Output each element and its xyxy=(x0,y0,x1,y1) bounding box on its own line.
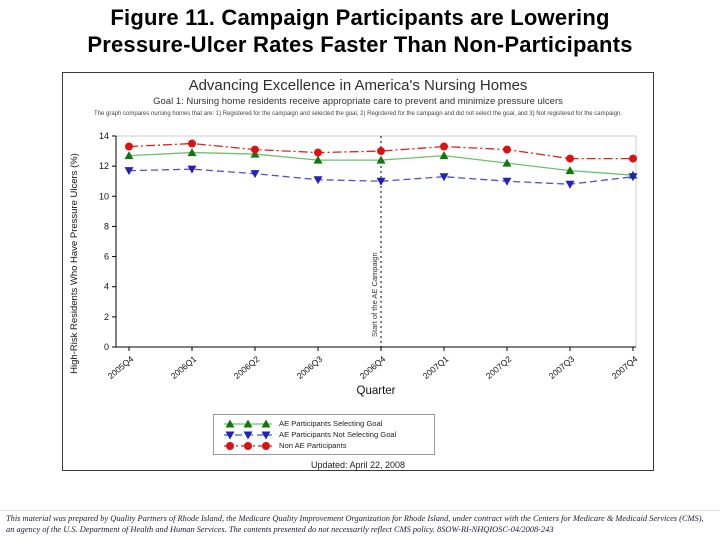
circle-marker-icon xyxy=(251,145,259,154)
circle-marker-icon xyxy=(188,139,196,148)
series-ae-participants-not-selecting-goal xyxy=(124,165,638,189)
svg-text:0: 0 xyxy=(104,342,109,352)
triangle-up-marker-icon xyxy=(439,151,449,160)
svg-text:2007Q1: 2007Q1 xyxy=(421,354,451,381)
circle-marker-icon xyxy=(125,142,133,151)
triangle-down-marker-icon xyxy=(187,165,197,174)
circle-marker-icon xyxy=(566,154,574,163)
triangle-down-marker-icon xyxy=(628,173,638,182)
svg-text:12: 12 xyxy=(99,161,109,171)
chart-note: The graph compares nursing homes that ar… xyxy=(94,111,622,117)
circle-marker-icon xyxy=(440,142,448,151)
legend-item-label: AE Participants Not Selecting Goal xyxy=(279,430,397,439)
slide-title: Figure 11. Campaign Participants are Low… xyxy=(0,5,720,59)
svg-text:2006Q1: 2006Q1 xyxy=(169,354,199,381)
legend-sample-triangle-up-icon xyxy=(224,419,272,427)
legend-sample-triangle-down-icon xyxy=(224,431,272,439)
line-chart-plot: 0 2 4 6 8 10 12 14 2005Q4 2006Q1 2006Q2 2006Q3 2006Q… xyxy=(69,131,640,397)
legend-item-label: Non AE Participants xyxy=(279,441,347,450)
chart-legend: AE Participants Selecting Goal AE Partici… xyxy=(213,414,435,455)
triangle-up-marker-icon xyxy=(243,419,253,427)
svg-text:2006Q2: 2006Q2 xyxy=(232,354,262,381)
circle-marker-icon xyxy=(262,441,270,450)
triangle-down-marker-icon xyxy=(261,431,271,439)
triangle-down-marker-icon xyxy=(225,431,235,439)
slide-title-line2: Pressure-Ulcer Rates Faster Than Non-Par… xyxy=(87,31,633,57)
svg-text:4: 4 xyxy=(104,282,109,292)
svg-text:10: 10 xyxy=(99,191,109,201)
triangle-up-marker-icon xyxy=(261,419,271,427)
triangle-down-marker-icon xyxy=(376,177,386,186)
svg-text:2006Q3: 2006Q3 xyxy=(295,354,325,381)
series-non-ae-participants xyxy=(125,139,637,163)
svg-text:6: 6 xyxy=(104,252,109,262)
triangle-up-marker-icon xyxy=(313,155,323,164)
chart-panel: Advancing Excellence in America's Nursin… xyxy=(62,72,654,471)
triangle-down-marker-icon xyxy=(439,173,449,182)
triangle-up-marker-icon xyxy=(376,155,386,164)
x-axis-title: Quarter xyxy=(357,385,396,397)
chart-title: Advancing Excellence in America's Nursin… xyxy=(188,77,528,94)
legend-item-label: AE Participants Selecting Goal xyxy=(279,419,383,428)
footer-divider xyxy=(0,510,720,511)
circle-marker-icon xyxy=(314,148,322,157)
legend-item: AE Participants Not Selecting Goal xyxy=(222,429,434,440)
triangle-down-marker-icon xyxy=(313,176,323,185)
triangle-up-marker-icon xyxy=(565,166,575,175)
y-axis-title: High-Risk Residents Who Have Pressure Ul… xyxy=(69,153,80,374)
circle-marker-icon xyxy=(503,145,511,154)
triangle-down-marker-icon xyxy=(124,167,134,176)
footer-line1: This material was prepared by Quality Pa… xyxy=(6,514,704,523)
svg-text:8: 8 xyxy=(104,221,109,231)
triangle-up-marker-icon xyxy=(124,151,134,160)
legend-sample-circle-icon xyxy=(224,441,272,450)
svg-text:2: 2 xyxy=(104,312,109,322)
circle-marker-icon xyxy=(226,441,234,450)
triangle-up-marker-icon xyxy=(225,419,235,427)
circle-marker-icon xyxy=(377,147,385,156)
circle-marker-icon xyxy=(244,441,252,450)
campaign-start-label: Start of the AE Campaign xyxy=(370,252,379,337)
triangle-down-marker-icon xyxy=(565,180,575,189)
svg-text:2007Q4: 2007Q4 xyxy=(610,354,640,381)
svg-text:14: 14 xyxy=(99,131,109,141)
svg-text:2007Q3: 2007Q3 xyxy=(547,354,577,381)
svg-text:2006Q4: 2006Q4 xyxy=(358,354,388,381)
updated-label: Updated: April 22, 2008 xyxy=(310,460,406,470)
chart-subtitle: Goal 1: Nursing home residents receive a… xyxy=(153,96,563,107)
footer-line2: an agency of the U.S. Department of Heal… xyxy=(6,524,554,534)
svg-text:2007Q2: 2007Q2 xyxy=(484,354,514,381)
triangle-down-marker-icon xyxy=(502,177,512,186)
slide-title-line1: Figure 11. Campaign Participants are Low… xyxy=(110,5,610,30)
triangle-up-marker-icon xyxy=(502,158,512,167)
svg-text:2005Q4: 2005Q4 xyxy=(106,354,136,381)
legend-item: AE Participants Selecting Goal xyxy=(222,418,434,429)
triangle-down-marker-icon xyxy=(243,431,253,439)
footer-disclaimer: This material was prepared by Quality Pa… xyxy=(6,514,714,536)
triangle-down-marker-icon xyxy=(250,170,260,179)
triangle-up-marker-icon xyxy=(187,148,197,157)
circle-marker-icon xyxy=(629,154,637,163)
legend-item: Non AE Participants xyxy=(222,440,434,451)
triangle-up-marker-icon xyxy=(250,149,260,158)
